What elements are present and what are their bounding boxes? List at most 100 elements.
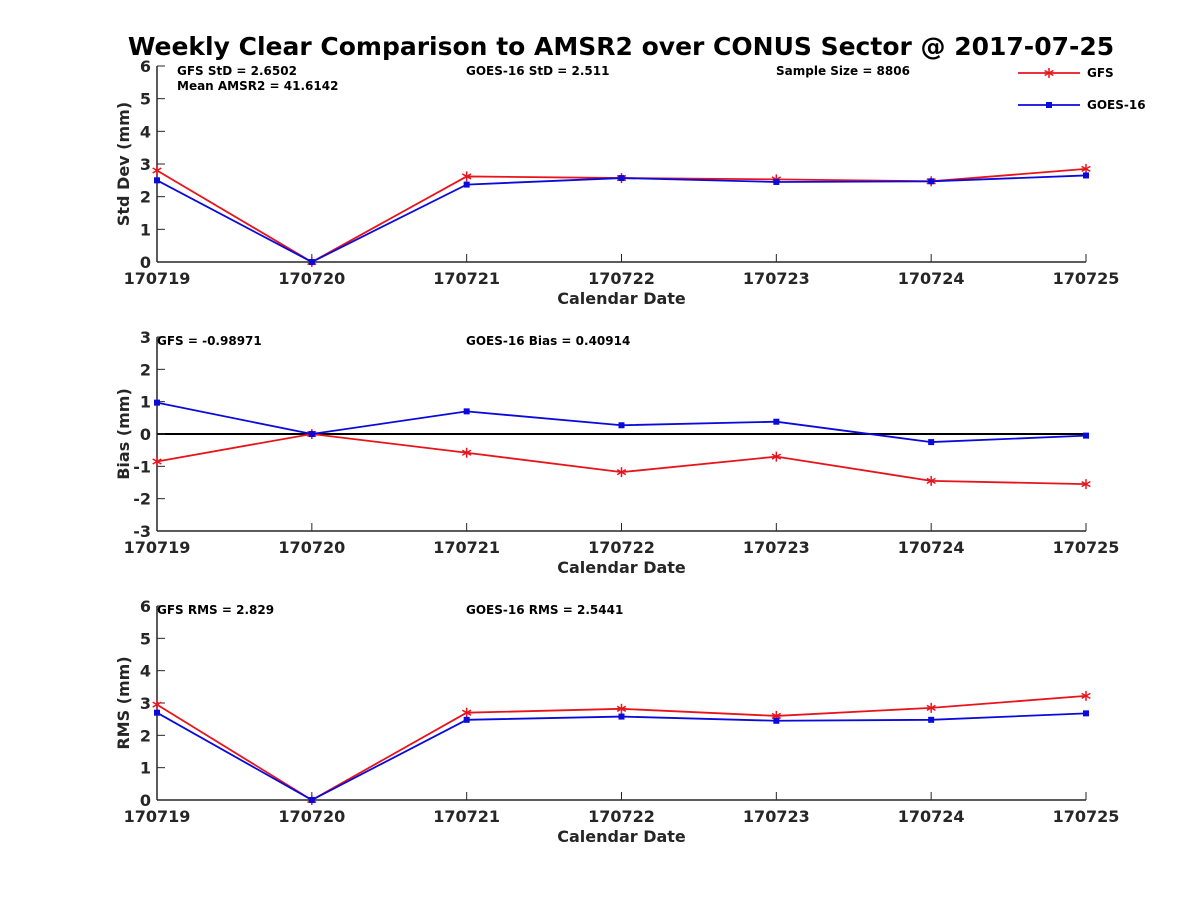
asterisk-stroke: [152, 167, 162, 174]
data-point: [773, 418, 780, 425]
data-point: [154, 177, 160, 184]
legend-label: GOES-16: [1087, 98, 1146, 112]
data-point: [463, 408, 470, 415]
data-point: [1083, 172, 1089, 179]
asterisk-stroke: [152, 458, 162, 465]
annotation: GOES-16 RMS = 2.5441: [466, 603, 623, 617]
asterisk-stroke: [1081, 165, 1091, 173]
y-tick-label: 0: [140, 791, 151, 810]
data-point: [152, 699, 162, 710]
asterisk-stroke: [771, 453, 782, 460]
y-tick-label: 1: [140, 220, 151, 239]
y-axis-label: Std Dev (mm): [114, 102, 133, 226]
data-point: [616, 467, 627, 478]
legend-entry-gfs: GFS: [1018, 66, 1114, 80]
y-tick-label: 3: [140, 328, 151, 347]
annotation: GFS = -0.98971: [157, 334, 262, 348]
panel-1: 0 1 2 3 4 5 6 170719 170720 170721 170722 170723 170…: [114, 57, 1119, 308]
data-point: [152, 456, 162, 467]
asterisk-stroke: [616, 705, 627, 712]
legend-entry-goes-16: GOES-16: [1018, 98, 1146, 112]
annotation: Sample Size = 8806: [776, 64, 910, 78]
legend-marker: [1044, 68, 1054, 78]
data-point: [618, 422, 625, 429]
data-point: [1083, 432, 1089, 439]
figure-title: Weekly Clear Comparison to AMSR2 over CO…: [128, 32, 1114, 61]
data-point: [773, 717, 780, 724]
asterisk-stroke: [1081, 480, 1091, 488]
y-tick-label: 4: [140, 662, 151, 681]
x-tick-label: 170720: [278, 807, 345, 826]
data-point: [928, 716, 935, 723]
y-tick-label: 2: [140, 726, 151, 745]
asterisk-stroke: [926, 477, 936, 485]
series-goes-16: [154, 172, 1089, 265]
x-tick-label: 170721: [433, 807, 500, 826]
annotation: GOES-16 Bias = 0.40914: [466, 334, 630, 348]
x-tick-label: 170723: [743, 269, 810, 288]
data-point: [154, 399, 160, 406]
x-tick-label: 170721: [433, 269, 500, 288]
x-tick-label: 170724: [898, 269, 965, 288]
asterisk-stroke: [1044, 69, 1054, 77]
x-axis-label: Calendar Date: [557, 289, 686, 308]
x-tick-label: 170725: [1053, 807, 1120, 826]
panel-3: 0 1 2 3 4 5 6 170719 170720 170721 170722 170723 170…: [114, 597, 1119, 846]
y-tick-label: -3: [133, 522, 151, 541]
annotation: GFS StD = 2.6502: [177, 64, 297, 78]
data-point: [1083, 710, 1089, 717]
y-tick-label: 6: [140, 597, 151, 616]
data-point: [308, 797, 315, 803]
x-tick-label: 170720: [278, 269, 345, 288]
y-tick-label: 2: [140, 188, 151, 207]
asterisk-stroke: [771, 712, 782, 720]
data-point: [152, 165, 162, 176]
series-gfs: [152, 429, 1091, 490]
x-tick-label: 170725: [1053, 538, 1120, 557]
x-axis-label: Calendar Date: [557, 827, 686, 846]
x-axis-label: Calendar Date: [557, 558, 686, 577]
y-tick-label: 1: [140, 759, 151, 778]
data-point: [771, 451, 782, 462]
data-point: [616, 703, 627, 714]
data-point: [1081, 479, 1091, 490]
y-axis-label: RMS (mm): [114, 656, 133, 749]
data-point: [926, 702, 936, 713]
y-tick-label: 1: [140, 393, 151, 412]
data-point: [308, 259, 315, 265]
data-point: [618, 175, 625, 182]
asterisk-stroke: [461, 709, 472, 716]
series-goes-16: [154, 399, 1089, 446]
data-point: [926, 475, 936, 486]
x-tick-label: 170725: [1053, 269, 1120, 288]
data-point: [461, 171, 472, 182]
x-tick-label: 170722: [588, 269, 655, 288]
asterisk-stroke: [461, 173, 472, 180]
series-line: [156, 174, 1087, 264]
y-tick-label: 2: [140, 360, 151, 379]
legend-label: GFS: [1087, 66, 1114, 80]
y-tick-label: 5: [140, 90, 151, 109]
data-point: [461, 447, 472, 458]
x-tick-label: 170719: [124, 269, 191, 288]
data-point: [928, 439, 935, 446]
annotation: GOES-16 StD = 2.511: [466, 64, 609, 78]
data-point: [463, 716, 470, 723]
legend-marker: [1046, 102, 1052, 108]
y-tick-label: 6: [140, 57, 151, 76]
asterisk-stroke: [461, 449, 472, 456]
data-point: [773, 178, 780, 185]
x-tick-label: 170721: [433, 538, 500, 557]
data-point: [461, 707, 472, 718]
data-point: [308, 431, 315, 437]
data-point: [928, 178, 935, 185]
x-tick-label: 170723: [743, 807, 810, 826]
data-point: [463, 181, 470, 188]
y-tick-label: -2: [133, 490, 151, 509]
y-axis-label: Bias (mm): [114, 388, 133, 480]
x-tick-label: 170719: [124, 538, 191, 557]
data-point: [1081, 690, 1091, 701]
series-line: [156, 711, 1087, 802]
legend: GFS GOES-16: [1018, 66, 1146, 112]
